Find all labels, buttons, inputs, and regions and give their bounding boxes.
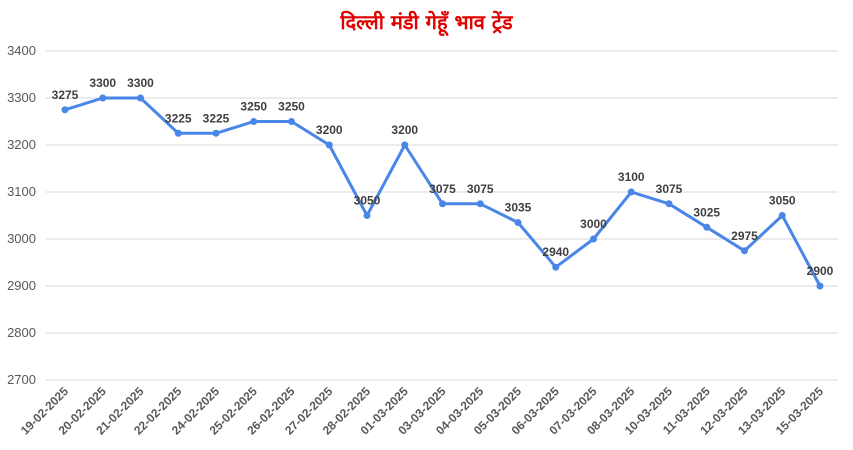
data-label: 3300 (127, 76, 154, 90)
data-point (212, 129, 220, 137)
data-label: 3000 (580, 217, 607, 231)
data-point (99, 94, 107, 102)
data-point (816, 282, 824, 290)
data-label: 3200 (391, 123, 418, 137)
data-point (741, 247, 748, 255)
data-point (778, 212, 786, 219)
data-label: 3250 (278, 100, 305, 114)
data-point (439, 200, 446, 208)
data-label: 3300 (89, 76, 116, 90)
data-point (552, 263, 560, 271)
data-label: 3100 (618, 170, 645, 184)
data-point (476, 200, 484, 208)
data-point (363, 212, 371, 219)
y-tick-label: 3100 (7, 184, 36, 199)
chart-title: दिल्ली मंडी गेहूँ भाव ट्रेंड (340, 10, 513, 34)
data-point (250, 118, 258, 125)
data-point (325, 141, 333, 149)
data-label: 3075 (467, 182, 494, 196)
data-label: 3050 (769, 194, 796, 208)
data-point (627, 188, 635, 196)
data-label: 3035 (505, 201, 532, 215)
data-point (514, 219, 522, 227)
data-label: 3025 (693, 205, 720, 219)
y-tick-label: 2900 (7, 278, 36, 293)
data-label: 2940 (542, 245, 569, 259)
data-point (137, 94, 144, 102)
y-tick-label: 3000 (7, 231, 36, 246)
y-tick-label: 3400 (7, 43, 36, 58)
y-tick-label: 2800 (7, 325, 36, 340)
data-label: 3275 (52, 88, 79, 102)
data-point (174, 129, 182, 137)
data-label: 3225 (165, 111, 192, 125)
data-point (288, 118, 295, 125)
data-point (665, 200, 673, 208)
data-point (61, 106, 69, 114)
data-label: 2900 (807, 264, 834, 278)
y-tick-label: 3300 (7, 90, 36, 105)
data-point (703, 223, 711, 231)
data-label: 2975 (731, 229, 758, 243)
data-point (590, 235, 597, 243)
data-label: 3250 (240, 100, 267, 114)
data-label: 3200 (316, 123, 343, 137)
data-point (401, 141, 409, 149)
data-label: 3075 (656, 182, 683, 196)
y-tick-label: 3200 (7, 137, 36, 152)
data-label: 3225 (203, 111, 230, 125)
data-label: 3050 (354, 194, 381, 208)
y-tick-label: 2700 (7, 372, 36, 387)
data-label: 3075 (429, 182, 456, 196)
